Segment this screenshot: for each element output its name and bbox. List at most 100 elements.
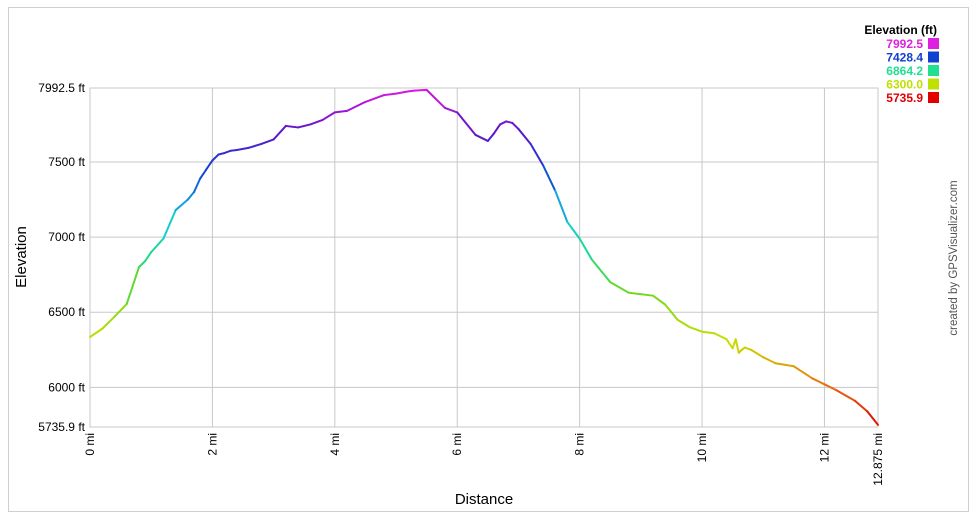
elevation-segment <box>866 410 879 426</box>
elevation-segment <box>364 94 385 103</box>
elevation-segment <box>774 362 795 368</box>
elevation-segment <box>137 260 147 269</box>
x-tick-label: 12 mi <box>817 433 831 462</box>
elevation-segment <box>652 294 667 306</box>
elevation-segment <box>725 338 734 350</box>
elevation-segment <box>89 327 104 338</box>
y-tick-label: 5735.9 ft <box>38 420 85 434</box>
elevation-segment <box>150 237 165 254</box>
elevation-segment <box>676 318 691 329</box>
elevation-segment <box>101 315 116 330</box>
elevation-segment <box>248 142 263 149</box>
elevation-segment <box>734 338 740 354</box>
elevation-segment <box>566 221 581 240</box>
elevation-segment <box>554 189 569 224</box>
elevation-segment <box>743 346 753 351</box>
elevation-segment <box>346 100 367 112</box>
elevation-segment <box>223 149 232 154</box>
grid <box>89 87 879 428</box>
elevation-segment <box>505 120 514 124</box>
elevation-segment <box>144 251 153 263</box>
elevation-segment <box>309 118 324 126</box>
x-tick-label: 4 mi <box>328 433 342 456</box>
elevation-segment <box>541 163 557 192</box>
elevation-segment <box>333 109 349 114</box>
y-tick-label: 7992.5 ft <box>38 81 85 95</box>
y-tick-label: 7000 ft <box>48 230 85 244</box>
elevation-segment <box>456 111 477 136</box>
elevation-segment <box>486 132 495 142</box>
credit-text: created by GPSVisualizer.com <box>948 180 960 335</box>
legend-swatch <box>928 38 939 49</box>
elevation-segment <box>382 92 398 97</box>
elevation-segment <box>639 293 655 297</box>
elevation-segment <box>578 237 593 261</box>
elevation-segment <box>260 138 275 145</box>
elevation-segment <box>811 377 826 386</box>
y-tick-label: 6500 ft <box>48 305 85 319</box>
legend-value: 6300.0 <box>886 78 923 92</box>
x-tick-label: 8 mi <box>573 433 587 456</box>
elevation-segment <box>113 302 128 318</box>
elevation-segment <box>792 365 814 380</box>
elevation-segment <box>499 120 508 126</box>
x-axis-title: Distance <box>455 491 513 508</box>
legend-value: 5735.9 <box>886 91 923 105</box>
elevation-segment <box>762 356 777 365</box>
elevation-segment <box>750 348 765 359</box>
x-axis-ticks: 0 mi 2 mi 4 mi 6 mi 8 mi 10 mi 12 mi 12.875 mi <box>83 433 885 486</box>
legend-value: 6864.2 <box>886 64 923 78</box>
x-tick-label: 10 mi <box>695 433 709 462</box>
y-axis-ticks: 5735.9 ft 6000 ft 6500 ft 7000 ft 7500 ft 799… <box>38 81 85 434</box>
legend-title: Elevation (ft) <box>864 23 937 37</box>
y-tick-label: 7500 ft <box>48 155 85 169</box>
elevation-segment <box>443 106 459 114</box>
elevation-segment <box>492 123 502 135</box>
elevation-segment <box>217 151 226 156</box>
elevation-segment <box>474 133 489 142</box>
legend-swatch <box>928 92 939 103</box>
elevation-segment <box>664 303 679 321</box>
elevation-segment <box>272 124 287 141</box>
elevation-segment <box>823 383 838 392</box>
elevation-segment <box>407 89 416 93</box>
elevation-segment <box>205 159 214 171</box>
chart-frame <box>8 7 969 512</box>
elevation-segment <box>609 281 630 294</box>
elevation-segment <box>854 399 869 413</box>
elevation-segment <box>413 88 428 92</box>
elevation-segment <box>284 124 300 129</box>
elevation-segment <box>199 168 208 180</box>
legend-value: 7992.5 <box>886 37 923 51</box>
elevation-segment <box>511 121 520 130</box>
elevation-segment <box>835 389 857 402</box>
legend: Elevation (ft) 7992.57428.46864.26300.05… <box>864 23 939 105</box>
y-tick-label: 6000 ft <box>48 380 85 394</box>
elevation-segment <box>186 191 196 201</box>
elevation-segment <box>713 332 728 341</box>
x-tick-label: 6 mi <box>450 433 464 456</box>
elevation-segment <box>125 266 140 305</box>
elevation-segment <box>627 291 642 296</box>
x-tick-label: 12.875 mi <box>871 433 885 486</box>
elevation-segment <box>297 123 312 129</box>
legend-swatch <box>928 65 939 76</box>
elevation-segment <box>529 142 544 166</box>
x-tick-label: 2 mi <box>205 433 219 456</box>
y-axis-title: Elevation <box>13 226 30 288</box>
elevation-segment <box>174 198 189 212</box>
elevation-segment <box>395 90 410 95</box>
elevation-profile-line <box>89 88 879 426</box>
legend-swatch <box>928 78 939 90</box>
elevation-segment <box>162 209 177 240</box>
elevation-segment <box>688 326 704 333</box>
elevation-segment <box>517 127 532 145</box>
elevation-segment <box>590 258 612 284</box>
legend-swatch <box>928 51 939 63</box>
elevation-segment <box>229 148 238 152</box>
elevation-segment <box>193 177 202 194</box>
legend-value: 7428.4 <box>886 51 923 65</box>
elevation-segment <box>701 330 716 335</box>
elevation-segment <box>425 88 446 109</box>
